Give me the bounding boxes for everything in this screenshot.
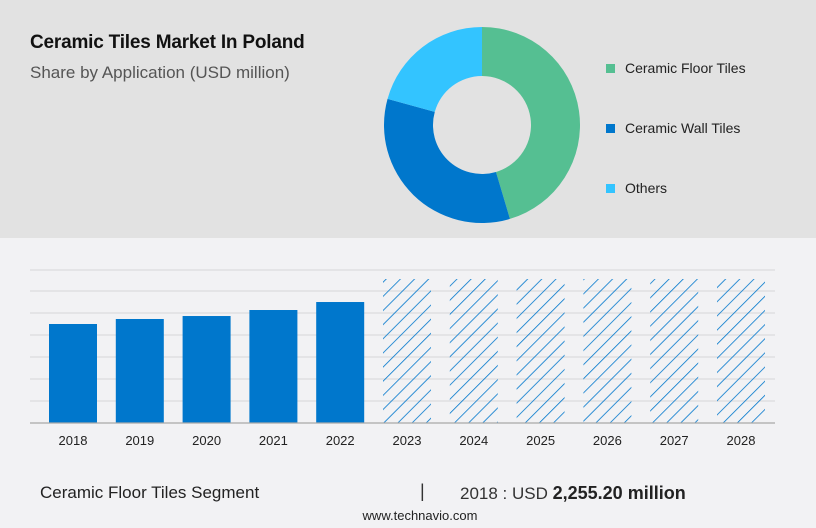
x-axis-label: 2022	[325, 433, 355, 448]
bar-2027	[650, 279, 699, 423]
footer-separator: |	[420, 481, 425, 501]
legend-label: Ceramic Wall Tiles	[625, 120, 741, 136]
footer-value-amount: 2,255.20 million	[552, 483, 686, 503]
x-axis-label: 2028	[726, 433, 756, 448]
chart-title: Ceramic Tiles Market In Poland	[30, 32, 305, 53]
bar-2023	[383, 279, 431, 423]
bar-2024	[449, 279, 498, 423]
bar-2028	[717, 279, 765, 423]
chart-subtitle: Share by Application (USD million)	[30, 63, 290, 82]
legend-label: Ceramic Floor Tiles	[625, 60, 746, 76]
bar-2018	[49, 324, 97, 423]
x-axis-label: 2024	[459, 433, 489, 448]
bar-chart	[30, 269, 775, 424]
x-axis-label: 2020	[192, 433, 222, 448]
footer-year-prefix: 2018 : USD	[460, 484, 548, 503]
bar-2026	[583, 279, 632, 423]
footer-url: www.technavio.com	[362, 508, 478, 523]
bar-2025	[516, 279, 565, 423]
x-axis-label: 2018	[58, 433, 88, 448]
x-axis-label: 2025	[526, 433, 556, 448]
donut-chart	[384, 27, 580, 223]
donut-slice-ceramic-wall-tiles	[384, 98, 510, 223]
x-axis-label: 2021	[258, 433, 288, 448]
legend-swatch-icon	[606, 124, 615, 133]
bar-2022	[316, 302, 365, 423]
x-axis-label: 2027	[659, 433, 689, 448]
bar-2021	[249, 310, 298, 423]
footer-value: 2018 : USD 2,255.20 million	[460, 483, 686, 504]
x-axis-label: 2023	[392, 433, 422, 448]
donut-slice-ceramic-floor-tiles	[482, 27, 580, 219]
bar-2020	[182, 316, 231, 423]
bar-2019	[115, 319, 164, 423]
x-axis-label: 2026	[592, 433, 622, 448]
legend-label: Others	[625, 180, 668, 196]
donut-slice-others	[387, 27, 482, 112]
legend-swatch-icon	[606, 64, 615, 73]
footer-segment-label: Ceramic Floor Tiles Segment	[40, 483, 260, 502]
legend-swatch-icon	[606, 184, 615, 193]
x-axis-label: 2019	[125, 433, 155, 448]
